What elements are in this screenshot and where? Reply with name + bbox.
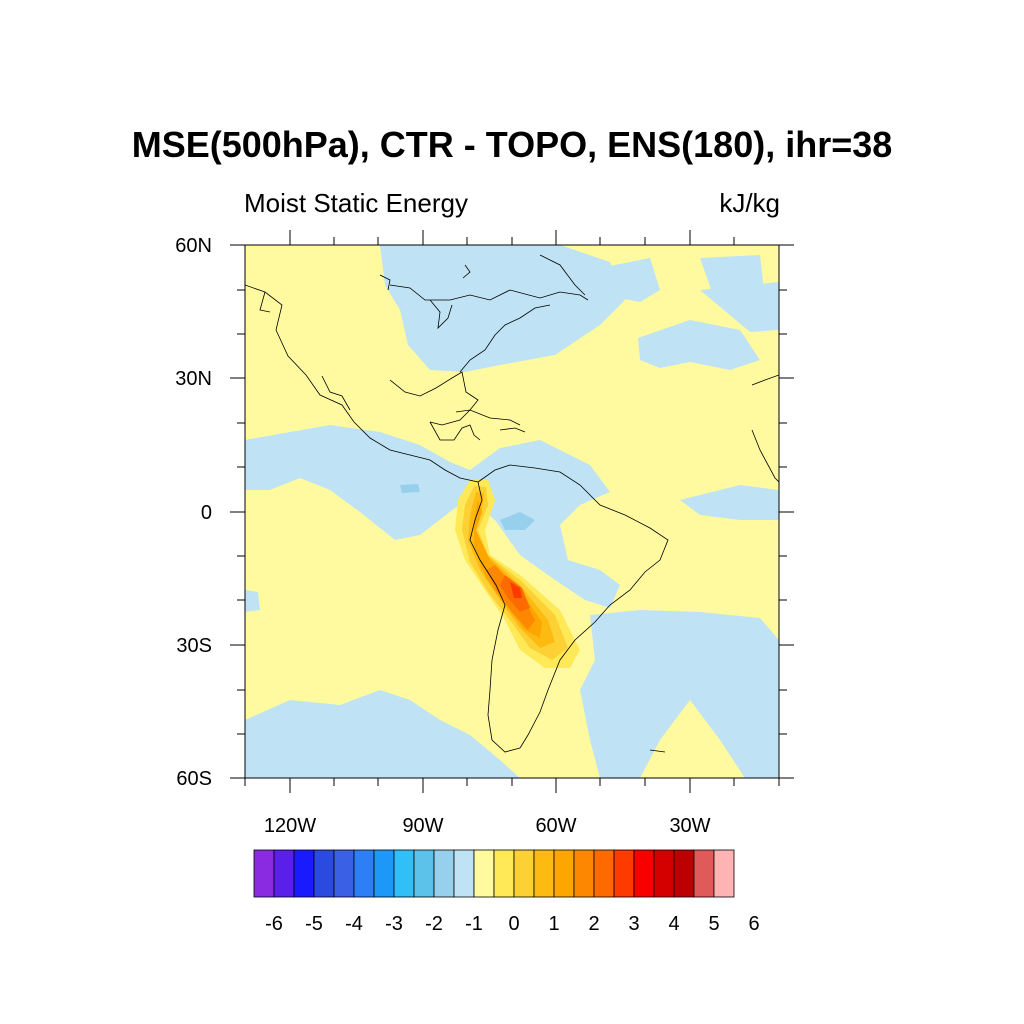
lon-label-60w: 60W bbox=[535, 815, 576, 837]
colorbar-box bbox=[453, 849, 475, 898]
colorbar-box bbox=[633, 849, 655, 898]
colorbar-box bbox=[533, 849, 555, 898]
colorbar-labels: -6 -5 -4 -3 -2 -1 0 1 2 3 4 5 6 bbox=[265, 913, 759, 935]
right-string: kJ/kg bbox=[719, 188, 780, 218]
plot-title: MSE(500hPa), CTR - TOPO, ENS(180), ihr=3… bbox=[132, 124, 893, 165]
left-string: Moist Static Energy bbox=[244, 188, 468, 218]
colorbar-box bbox=[653, 849, 675, 898]
colorbar-box bbox=[673, 849, 695, 898]
colorbar-box bbox=[293, 849, 315, 898]
colorbar: -6 -5 -4 -3 -2 -1 0 1 2 3 4 5 6 bbox=[253, 849, 760, 935]
colorbar-label: 5 bbox=[708, 913, 719, 935]
colorbar-box bbox=[273, 849, 295, 898]
colorbar-box bbox=[693, 849, 715, 898]
colorbar-box bbox=[253, 849, 275, 898]
lat-label-0: 0 bbox=[201, 502, 212, 524]
colorbar-box bbox=[493, 849, 515, 898]
colorbar-boxes bbox=[253, 849, 735, 898]
lat-label-30n: 30N bbox=[175, 368, 212, 390]
colorbar-label: -6 bbox=[265, 913, 283, 935]
colorbar-box bbox=[573, 849, 595, 898]
positive-anomaly bbox=[455, 480, 580, 668]
colorbar-box bbox=[373, 849, 395, 898]
lon-label-30w: 30W bbox=[669, 815, 710, 837]
colorbar-box bbox=[613, 849, 635, 898]
colorbar-box bbox=[433, 849, 455, 898]
map-panel: 60N 30N 0 30S 60S 120W 90W 60W 30W bbox=[175, 230, 794, 837]
colorbar-label: 2 bbox=[588, 913, 599, 935]
colorbar-box bbox=[713, 849, 735, 898]
colorbar-box bbox=[393, 849, 415, 898]
colorbar-label: 3 bbox=[628, 913, 639, 935]
lat-label-60s: 60S bbox=[176, 768, 212, 790]
coastlines bbox=[245, 254, 779, 753]
lat-label-30s: 30S bbox=[176, 635, 212, 657]
lon-label-90w: 90W bbox=[402, 815, 443, 837]
colorbar-label: -3 bbox=[385, 913, 403, 935]
colorbar-label: 6 bbox=[748, 913, 759, 935]
lat-labels: 60N 30N 0 30S 60S bbox=[175, 235, 212, 790]
axis-ticks bbox=[230, 230, 794, 793]
colorbar-box bbox=[473, 849, 495, 898]
deeper-negative bbox=[400, 484, 535, 530]
colorbar-label: -5 bbox=[305, 913, 323, 935]
negative-regions bbox=[245, 245, 779, 778]
colorbar-box bbox=[553, 849, 575, 898]
colorbar-box bbox=[353, 849, 375, 898]
colorbar-label: -4 bbox=[345, 913, 363, 935]
colorbar-box bbox=[313, 849, 335, 898]
colorbar-box bbox=[513, 849, 535, 898]
lon-labels: 120W 90W 60W 30W bbox=[264, 815, 711, 837]
lon-label-120w: 120W bbox=[264, 815, 316, 837]
colorbar-label: -1 bbox=[465, 913, 483, 935]
colorbar-box bbox=[413, 849, 435, 898]
colorbar-label: 4 bbox=[668, 913, 679, 935]
colorbar-box bbox=[593, 849, 615, 898]
colorbar-box bbox=[333, 849, 355, 898]
lat-label-60n: 60N bbox=[175, 235, 212, 257]
colorbar-label: 0 bbox=[508, 913, 519, 935]
colorbar-label: 1 bbox=[548, 913, 559, 935]
colorbar-label: -2 bbox=[425, 913, 443, 935]
